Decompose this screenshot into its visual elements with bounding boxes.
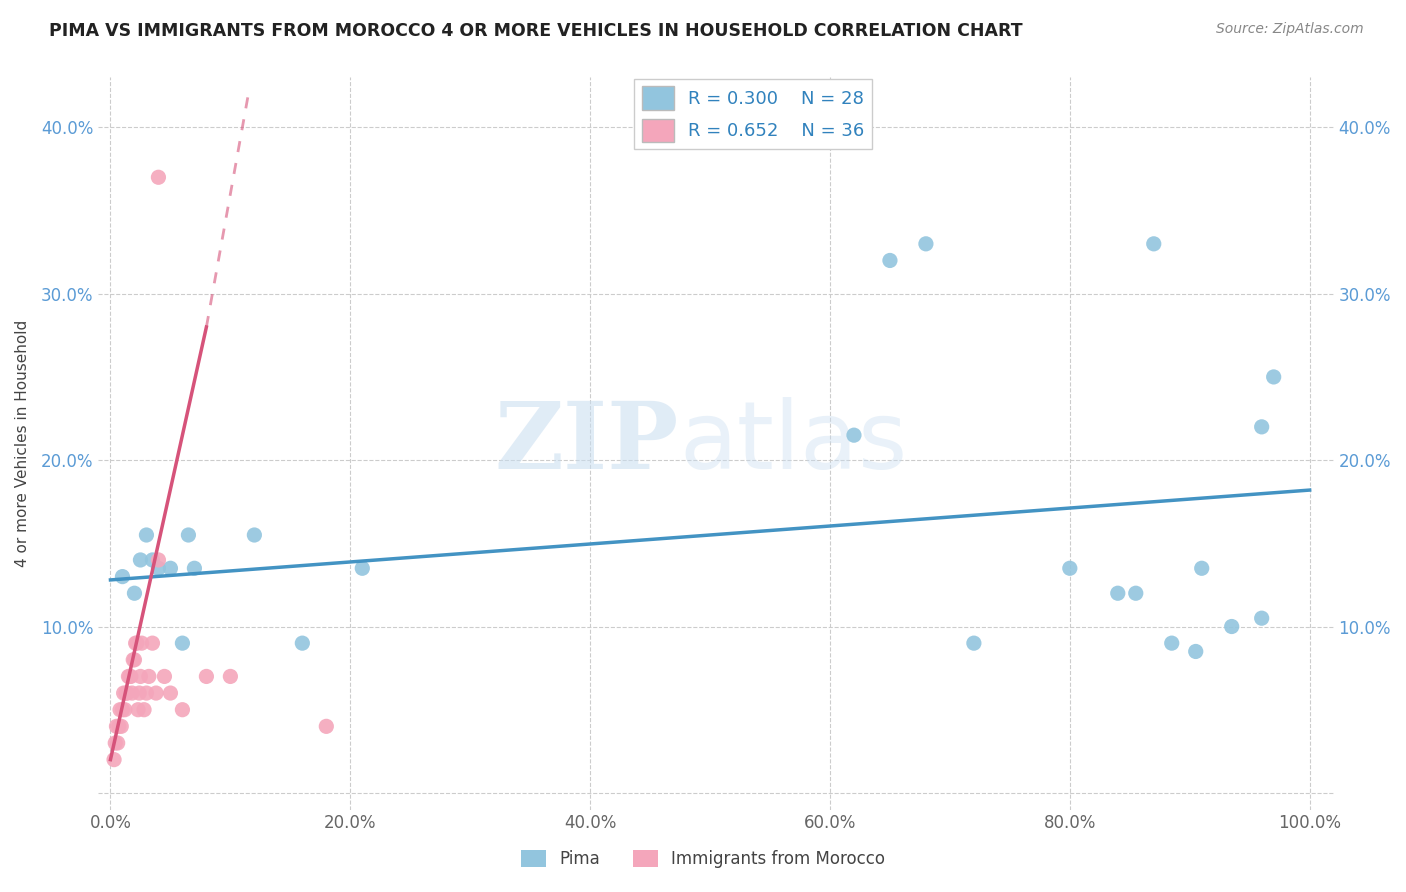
Point [108, 719, 131, 733]
Point [963, 636, 986, 650]
Point [121, 686, 143, 700]
Point [172, 636, 194, 650]
Text: ZIP: ZIP [495, 399, 679, 489]
Point [172, 703, 194, 717]
Point [145, 686, 167, 700]
Text: Source: ZipAtlas.com: Source: ZipAtlas.com [1216, 22, 1364, 37]
Point [1160, 636, 1182, 650]
Point [124, 636, 146, 650]
Point [153, 669, 176, 683]
Point [111, 569, 134, 583]
Point [125, 636, 148, 650]
Text: PIMA VS IMMIGRANTS FROM MOROCCO 4 OR MORE VEHICLES IN HOUSEHOLD CORRELATION CHAR: PIMA VS IMMIGRANTS FROM MOROCCO 4 OR MOR… [49, 22, 1022, 40]
Legend: Pima, Immigrants from Morocco: Pima, Immigrants from Morocco [515, 843, 891, 875]
Point [141, 636, 163, 650]
Point [110, 719, 132, 733]
Point [243, 528, 266, 542]
Point [135, 528, 157, 542]
Text: atlas: atlas [679, 398, 907, 490]
Point [1125, 586, 1147, 600]
Point [1250, 420, 1272, 434]
Point [127, 703, 149, 717]
Legend: R = 0.300    N = 28, R = 0.652    N = 36: R = 0.300 N = 28, R = 0.652 N = 36 [634, 79, 872, 149]
Point [915, 236, 938, 251]
Point [183, 561, 205, 575]
Point [103, 753, 125, 767]
Point [352, 561, 374, 575]
Point [1059, 561, 1081, 575]
Point [291, 636, 314, 650]
Point [195, 669, 218, 683]
Point [1191, 561, 1213, 575]
Y-axis label: 4 or more Vehicles in Household: 4 or more Vehicles in Household [15, 320, 30, 567]
Point [129, 553, 152, 567]
Point [1184, 644, 1206, 658]
Point [108, 703, 131, 717]
Point [177, 528, 200, 542]
Point [104, 736, 127, 750]
Point [148, 553, 170, 567]
Point [128, 686, 150, 700]
Point [1220, 619, 1243, 633]
Point [132, 703, 155, 717]
Point [315, 719, 337, 733]
Point [879, 253, 901, 268]
Point [131, 636, 153, 650]
Point [141, 553, 163, 567]
Point [118, 669, 141, 683]
Point [138, 669, 160, 683]
Point [117, 686, 139, 700]
Point [120, 669, 142, 683]
Point [117, 669, 139, 683]
Point [159, 686, 181, 700]
Point [219, 669, 242, 683]
Point [105, 719, 128, 733]
Point [135, 686, 157, 700]
Point [111, 703, 134, 717]
Point [148, 561, 170, 575]
Point [1263, 370, 1285, 384]
Point [112, 686, 135, 700]
Point [1143, 236, 1166, 251]
Point [107, 736, 129, 750]
Point [148, 170, 170, 185]
Point [159, 561, 181, 575]
Point [1107, 586, 1129, 600]
Point [842, 428, 865, 442]
Point [124, 586, 146, 600]
Point [129, 669, 152, 683]
Point [1250, 611, 1272, 625]
Point [124, 653, 146, 667]
Point [122, 653, 145, 667]
Point [115, 686, 138, 700]
Point [114, 703, 136, 717]
